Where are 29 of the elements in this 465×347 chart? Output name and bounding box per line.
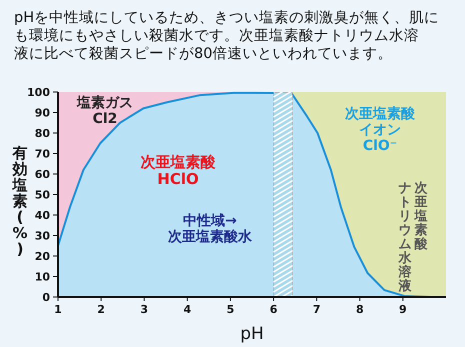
y-tick-label: 10 [34, 270, 50, 284]
annotation: 塩素ガス Cl2 [76, 95, 133, 127]
x-tick-label: 2 [97, 303, 105, 316]
x-tick-label: 6 [270, 303, 278, 316]
y-tick-label: 0 [42, 291, 50, 304]
y-tick-label: 50 [34, 188, 50, 202]
y-tick-label: 90 [34, 106, 50, 120]
annotation: 中性域→ 次亜塩素酸水 [168, 213, 253, 245]
annotation: 次亜塩素酸イオン ClO⁻ [345, 106, 416, 154]
x-tick-label: 7 [312, 303, 320, 316]
annotation: 次亜塩素酸 HClO [140, 153, 216, 188]
x-tick-label: 4 [184, 303, 192, 316]
x-tick-label: 1 [54, 303, 62, 316]
y-axis-title: 有効塩素(%) [12, 144, 28, 258]
x-tick-label: 9 [399, 303, 407, 316]
y-tick-label: 40 [34, 209, 50, 222]
y-tick-label: 20 [34, 250, 50, 263]
chart-title: pHを中性域にしているため、きつい塩素の刺激臭が無く、肌にも環境にもやさしい殺菌水です。次亜塩素酸ナトリウム水溶液に比べて殺菌スピードが80倍速いといわれています。 [14, 9, 440, 62]
x-tick-label: 5 [226, 303, 234, 316]
y-tick-label: 30 [34, 230, 50, 242]
y-tick-label: 70 [34, 148, 50, 160]
x-axis-title: pH [240, 324, 264, 344]
x-tick-label: 3 [140, 303, 148, 316]
annotation: ナトリウム水溶液 [398, 181, 412, 294]
y-tick-label: 100 [27, 86, 50, 99]
x-tick-label: 8 [356, 303, 364, 316]
y-tick-label: 60 [34, 168, 50, 181]
annotation: 次亜塩素酸 [414, 181, 428, 252]
y-tick-label: 80 [34, 127, 50, 140]
